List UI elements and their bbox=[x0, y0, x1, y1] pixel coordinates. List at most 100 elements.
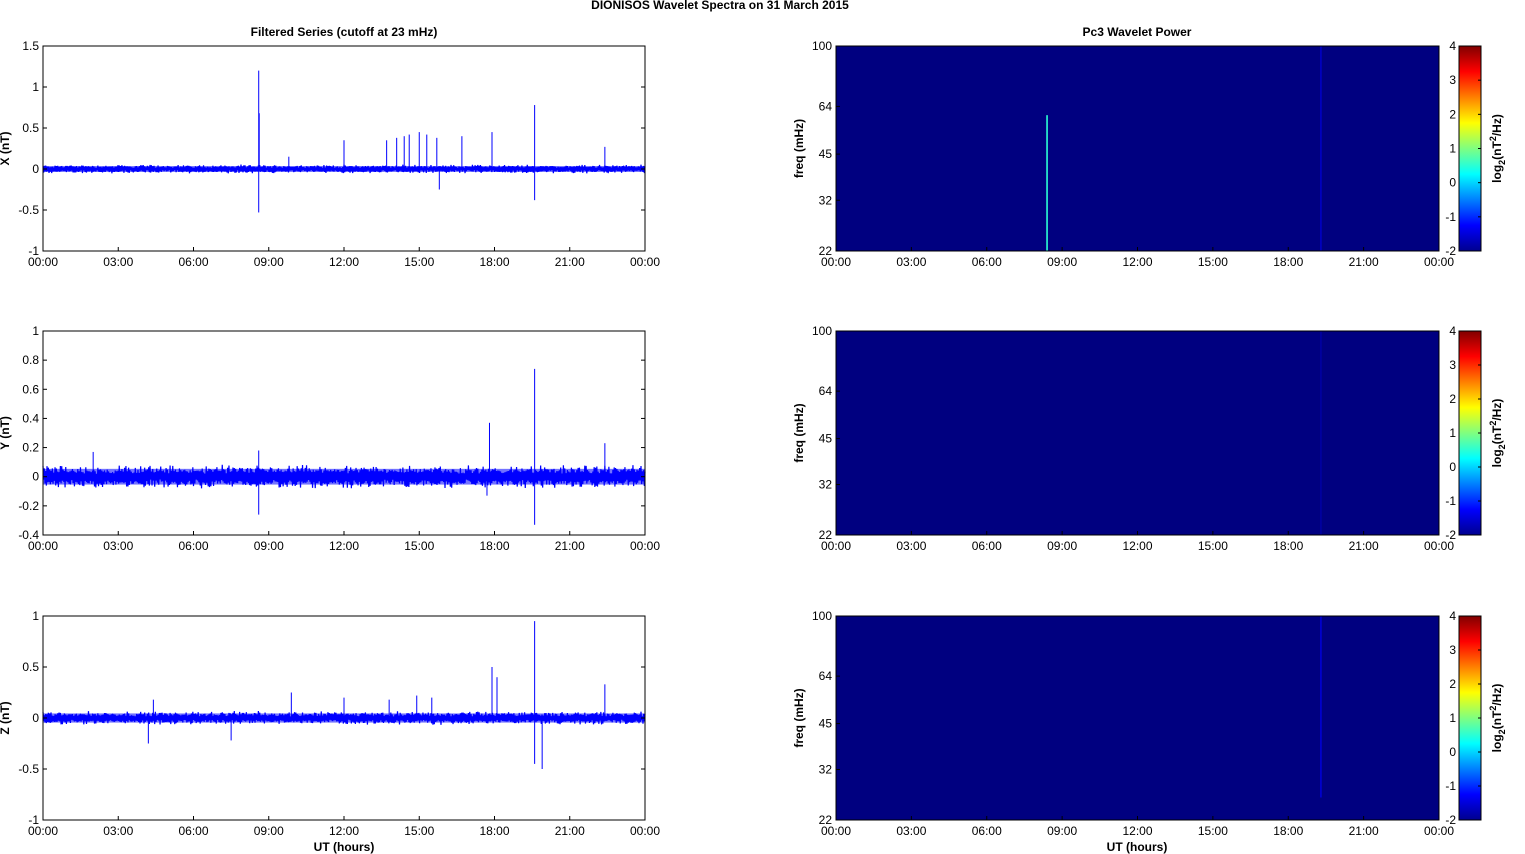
x-tick-label: 03:00 bbox=[103, 539, 133, 553]
plot-area bbox=[43, 331, 645, 535]
x-tick-label: 15:00 bbox=[1198, 539, 1228, 553]
right-xlabel: UT (hours) bbox=[1107, 840, 1168, 854]
x-tick-label: 09:00 bbox=[254, 824, 284, 838]
y-tick-label: 0 bbox=[32, 711, 39, 725]
x-tick-label: 00:00 bbox=[821, 824, 851, 838]
colorbar-tick-label: 2 bbox=[1449, 392, 1456, 406]
left-column-title: Filtered Series (cutoff at 23 mHz) bbox=[251, 25, 438, 39]
colorbar-label: log2(nT2/Hz) bbox=[1488, 684, 1507, 753]
x-tick-label: 21:00 bbox=[1349, 824, 1379, 838]
heatmap-background bbox=[836, 46, 1439, 251]
heatmap-feature bbox=[1046, 115, 1048, 251]
colorbar-tick-label: 0 bbox=[1449, 176, 1456, 190]
x-tick-label: 09:00 bbox=[1047, 255, 1077, 269]
x-tick-label: 00:00 bbox=[28, 824, 58, 838]
x-tick-label: 12:00 bbox=[329, 824, 359, 838]
x-tick-label: 18:00 bbox=[1273, 255, 1303, 269]
y-tick-label: 1 bbox=[32, 80, 39, 94]
x-tick-label: 18:00 bbox=[479, 539, 509, 553]
y-tick-label: -0.4 bbox=[18, 528, 39, 542]
y-tick-label: -0.5 bbox=[18, 203, 39, 217]
x-tick-label: 00:00 bbox=[630, 539, 660, 553]
x-tick-label: 21:00 bbox=[1349, 539, 1379, 553]
y-tick-label: 1 bbox=[32, 609, 39, 623]
colorbar-tick-label: 1 bbox=[1449, 711, 1456, 725]
colorbar-tick-label: 2 bbox=[1449, 677, 1456, 691]
y-tick-label: 100 bbox=[812, 324, 832, 338]
y-tick-label: 22 bbox=[819, 813, 833, 827]
heatmap-feature bbox=[1320, 46, 1322, 251]
x-tick-label: 21:00 bbox=[555, 539, 585, 553]
y-tick-label: 100 bbox=[812, 609, 832, 623]
x-tick-label: 06:00 bbox=[178, 539, 208, 553]
x-tick-label: 12:00 bbox=[1122, 255, 1152, 269]
x-tick-label: 06:00 bbox=[178, 255, 208, 269]
colorbar-tick-label: 4 bbox=[1449, 609, 1456, 623]
colorbar-tick-label: -1 bbox=[1445, 494, 1456, 508]
x-tick-label: 21:00 bbox=[555, 255, 585, 269]
x-tick-label: 21:00 bbox=[1349, 255, 1379, 269]
y-tick-label: 0.8 bbox=[22, 353, 39, 367]
colorbar-tick-label: 1 bbox=[1449, 142, 1456, 156]
x-tick-label: 15:00 bbox=[404, 824, 434, 838]
y-tick-label: 45 bbox=[819, 432, 833, 446]
heatmap-feature bbox=[1320, 616, 1322, 798]
y-tick-label: 0.2 bbox=[22, 441, 39, 455]
colorbar-tick-label: -2 bbox=[1445, 528, 1456, 542]
heatmap-background bbox=[836, 616, 1439, 820]
colorbar-tick-label: 4 bbox=[1449, 324, 1456, 338]
colorbar-tick-label: 0 bbox=[1449, 745, 1456, 759]
y-tick-label: 0.5 bbox=[22, 121, 39, 135]
y-tick-label: 22 bbox=[819, 528, 833, 542]
x-tick-label: 09:00 bbox=[254, 255, 284, 269]
y-tick-label: 45 bbox=[819, 147, 833, 161]
y-tick-label: 64 bbox=[819, 99, 833, 113]
x-tick-label: 03:00 bbox=[896, 539, 926, 553]
x-tick-label: 03:00 bbox=[896, 255, 926, 269]
x-tick-label: 03:00 bbox=[896, 824, 926, 838]
figure-suptitle: DIONISOS Wavelet Spectra on 31 March 201… bbox=[591, 0, 849, 12]
colorbar-tick-label: -1 bbox=[1445, 210, 1456, 224]
x-tick-label: 18:00 bbox=[1273, 824, 1303, 838]
x-tick-label: 15:00 bbox=[404, 539, 434, 553]
colorbar-tick-label: -1 bbox=[1445, 779, 1456, 793]
x-tick-label: 06:00 bbox=[972, 824, 1002, 838]
x-tick-label: 00:00 bbox=[630, 255, 660, 269]
y-axis-label: Y (nT) bbox=[0, 416, 12, 450]
x-tick-label: 18:00 bbox=[479, 255, 509, 269]
x-tick-label: 00:00 bbox=[630, 824, 660, 838]
x-tick-label: 18:00 bbox=[1273, 539, 1303, 553]
line-panel-x: -1 -0.5 0 0.5 1 1.5 00:00 03:00 06:00 09:00 12:00 1… bbox=[0, 39, 660, 269]
y-axis-label: freq (mHz) bbox=[792, 403, 806, 462]
x-tick-label: 12:00 bbox=[329, 255, 359, 269]
colorbar-tick-label: 1 bbox=[1449, 426, 1456, 440]
x-tick-label: 15:00 bbox=[1198, 255, 1228, 269]
x-tick-label: 18:00 bbox=[479, 824, 509, 838]
x-tick-label: 09:00 bbox=[1047, 539, 1077, 553]
panels: -1 -0.5 0 0.5 1 1.5 00:00 03:00 06:00 09:00 12:00 1… bbox=[0, 39, 1507, 838]
y-tick-label: 0 bbox=[32, 162, 39, 176]
colorbar bbox=[1458, 330, 1482, 536]
x-tick-label: 21:00 bbox=[555, 824, 585, 838]
y-tick-label: -0.2 bbox=[18, 499, 39, 513]
x-tick-label: 06:00 bbox=[972, 539, 1002, 553]
y-tick-label: 32 bbox=[819, 193, 833, 207]
colorbar bbox=[1458, 615, 1482, 821]
colorbar-tick-label: -2 bbox=[1445, 244, 1456, 258]
y-tick-label: -0.5 bbox=[18, 762, 39, 776]
y-tick-label: 1.5 bbox=[22, 39, 39, 53]
y-axis-label: Z (nT) bbox=[0, 701, 12, 734]
x-tick-label: 00:00 bbox=[1424, 539, 1454, 553]
y-tick-label: 0 bbox=[32, 470, 39, 484]
x-tick-label: 00:00 bbox=[1424, 824, 1454, 838]
y-tick-label: 0.6 bbox=[22, 382, 39, 396]
y-tick-label: 32 bbox=[819, 763, 833, 777]
x-tick-label: 09:00 bbox=[254, 539, 284, 553]
y-tick-label: 22 bbox=[819, 244, 833, 258]
colorbar-tick-label: 3 bbox=[1449, 73, 1456, 87]
x-tick-label: 00:00 bbox=[821, 539, 851, 553]
